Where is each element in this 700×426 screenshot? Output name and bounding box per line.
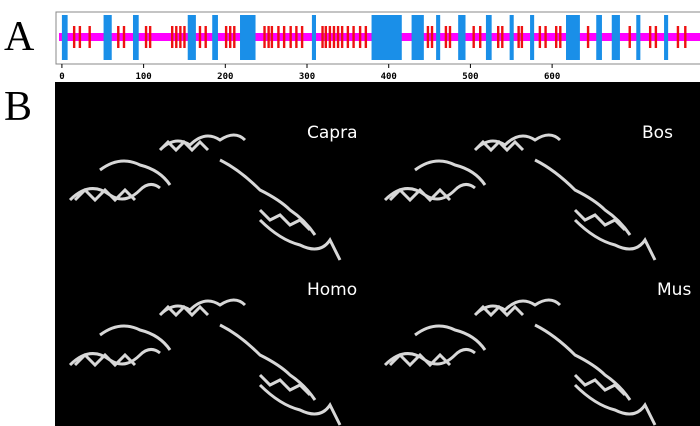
site bbox=[655, 26, 657, 48]
site bbox=[225, 26, 227, 48]
domain bbox=[212, 15, 218, 60]
site bbox=[301, 26, 303, 48]
x-tick-label: 0 bbox=[59, 72, 64, 82]
species-label: Homo bbox=[307, 280, 357, 300]
site bbox=[449, 26, 451, 48]
site bbox=[472, 26, 474, 48]
site bbox=[649, 26, 651, 48]
site bbox=[183, 26, 185, 48]
species-label: Mus bbox=[657, 280, 691, 300]
x-tick-label: 500 bbox=[462, 72, 478, 82]
site bbox=[179, 26, 181, 48]
site bbox=[233, 26, 235, 48]
site bbox=[263, 26, 265, 48]
site bbox=[431, 26, 433, 48]
domain bbox=[312, 15, 316, 60]
x-tick-label: 600 bbox=[544, 72, 560, 82]
panel-label: A bbox=[4, 14, 35, 60]
site bbox=[341, 26, 343, 48]
site bbox=[204, 26, 206, 48]
domain bbox=[566, 15, 580, 60]
domain bbox=[436, 15, 440, 60]
site bbox=[684, 26, 686, 48]
domain bbox=[458, 15, 465, 60]
domain bbox=[133, 15, 139, 60]
domain bbox=[596, 15, 602, 60]
site bbox=[283, 26, 285, 48]
x-tick-label: 100 bbox=[135, 72, 151, 82]
site bbox=[171, 26, 173, 48]
domain bbox=[530, 15, 534, 60]
site bbox=[501, 26, 503, 48]
domain bbox=[412, 15, 424, 60]
site bbox=[517, 26, 519, 48]
site bbox=[145, 26, 147, 48]
site bbox=[677, 26, 679, 48]
site bbox=[175, 26, 177, 48]
site bbox=[427, 26, 429, 48]
site bbox=[271, 26, 273, 48]
site bbox=[539, 26, 541, 48]
site bbox=[295, 26, 297, 48]
site bbox=[329, 26, 331, 48]
domain bbox=[510, 15, 514, 60]
site bbox=[365, 26, 367, 48]
panel-label: B bbox=[4, 84, 32, 130]
x-tick-label: 400 bbox=[381, 72, 397, 82]
site bbox=[347, 26, 349, 48]
domain bbox=[636, 15, 640, 60]
domain bbox=[62, 15, 68, 60]
site bbox=[325, 26, 327, 48]
domain bbox=[664, 15, 668, 60]
site bbox=[267, 26, 269, 48]
site bbox=[445, 26, 447, 48]
domain bbox=[612, 15, 620, 60]
site bbox=[321, 26, 323, 48]
x-tick-label: 200 bbox=[217, 72, 233, 82]
domain bbox=[104, 15, 112, 60]
site bbox=[79, 26, 81, 48]
site bbox=[289, 26, 291, 48]
site bbox=[88, 26, 90, 48]
domain bbox=[486, 15, 492, 60]
site bbox=[352, 26, 354, 48]
site bbox=[199, 26, 201, 48]
site bbox=[479, 26, 481, 48]
site bbox=[229, 26, 231, 48]
figure: A B 0 100 200 300 400 500 600 Capra Bos Homo M… bbox=[0, 0, 700, 426]
site bbox=[117, 26, 119, 48]
domain bbox=[188, 15, 196, 60]
site bbox=[337, 26, 339, 48]
site bbox=[559, 26, 561, 48]
x-tick-label: 300 bbox=[299, 72, 315, 82]
site bbox=[333, 26, 335, 48]
site bbox=[149, 26, 151, 48]
site bbox=[277, 26, 279, 48]
site bbox=[521, 26, 523, 48]
site bbox=[629, 26, 631, 48]
site bbox=[73, 26, 75, 48]
site bbox=[555, 26, 557, 48]
site bbox=[123, 26, 125, 48]
site bbox=[497, 26, 499, 48]
site bbox=[544, 26, 546, 48]
species-label: Bos bbox=[642, 123, 673, 143]
site bbox=[359, 26, 361, 48]
domain bbox=[372, 15, 402, 60]
species-label: Capra bbox=[307, 123, 358, 143]
domain bbox=[240, 15, 256, 60]
site bbox=[587, 26, 589, 48]
